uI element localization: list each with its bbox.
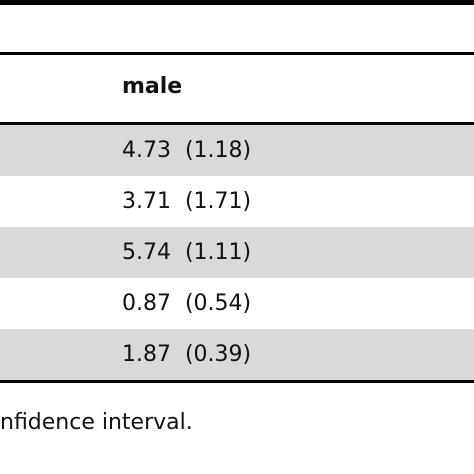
header-bottom-rule <box>0 122 474 125</box>
table-footnote: nfidence interval. <box>0 410 193 435</box>
table-row: 3.71 (1.71) <box>0 176 474 227</box>
header-top-rule <box>0 52 474 55</box>
table-row: 5.74 (1.11) <box>0 227 474 278</box>
top-rule <box>0 0 474 5</box>
table-cell: 0.87 (0.54) <box>122 291 252 316</box>
table-row: 4.73 (1.18) <box>0 125 474 176</box>
bottom-rule <box>0 380 474 383</box>
table-row: 0.87 (0.54) <box>0 278 474 329</box>
table-cell: 3.71 (1.71) <box>122 189 252 214</box>
table-row: 1.87 (0.39) <box>0 329 474 380</box>
column-header-male: male <box>122 74 183 99</box>
table-cell: 4.73 (1.18) <box>122 138 252 163</box>
table-cell: 5.74 (1.11) <box>122 240 252 265</box>
table-cell: 1.87 (0.39) <box>122 342 252 367</box>
